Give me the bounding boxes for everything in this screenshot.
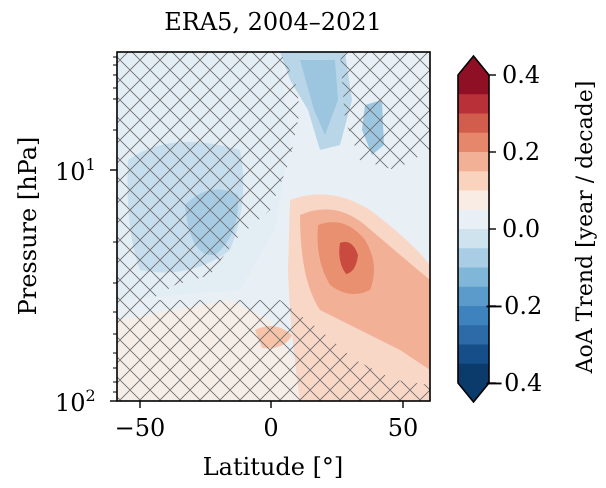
- negative-lobe-top-inner: [300, 60, 338, 135]
- x-tick-label: 0: [263, 414, 278, 442]
- colorbar-tick-label: 0.2: [502, 138, 540, 166]
- colorbar-level: [458, 132, 489, 153]
- y-axis-label: Pressure [hPa]: [14, 137, 42, 316]
- colorbar-level: [458, 306, 489, 326]
- chart-title: ERA5, 2004–2021: [164, 8, 382, 36]
- colorbar-level: [458, 209, 489, 230]
- x-tick-label: −50: [115, 414, 166, 442]
- x-axis: [139, 401, 404, 408]
- hatching-bottom: [117, 300, 430, 401]
- hatching-left: [117, 52, 300, 300]
- colorbar-level: [458, 190, 489, 211]
- colorbar-tick-label: −0.4: [484, 369, 542, 397]
- x-tick-label: 50: [388, 414, 419, 442]
- colorbar-tick-label: −0.2: [484, 292, 542, 320]
- positive-maximum: [339, 241, 358, 274]
- colorbar-ticks: [489, 74, 496, 384]
- colorbar-level: [458, 286, 489, 307]
- colorbar-label: AoA Trend [year / decade]: [573, 81, 598, 375]
- colorbar-level: [458, 75, 489, 95]
- colorbar-level: [458, 171, 489, 191]
- plot-frame: [116, 51, 431, 402]
- colorbar-extend-min: [458, 383, 489, 402]
- colorbar-level: [458, 152, 489, 172]
- colorbar-level: [458, 94, 489, 114]
- colorbar-tick-label: 0.0: [502, 215, 540, 243]
- colorbar-level: [458, 325, 489, 345]
- colorbar-level: [458, 113, 489, 134]
- colorbar-tick-label: 0.4: [502, 61, 540, 89]
- heatmap-field: [117, 52, 430, 401]
- y-tick-label-10: 101: [55, 155, 96, 186]
- colorbar-level: [458, 229, 489, 249]
- hatching-top-right: [340, 52, 430, 170]
- colorbar-level: [458, 267, 489, 288]
- colorbar: [457, 54, 490, 404]
- colorbar-level: [458, 248, 489, 268]
- colorbar-level: [458, 363, 489, 384]
- y-axis: [110, 56, 117, 402]
- colorbar-extend-max: [458, 56, 489, 75]
- colorbar-level: [458, 344, 489, 365]
- y-tick-label-100: 102: [55, 386, 96, 417]
- x-axis-label: Latitude [°]: [203, 453, 344, 481]
